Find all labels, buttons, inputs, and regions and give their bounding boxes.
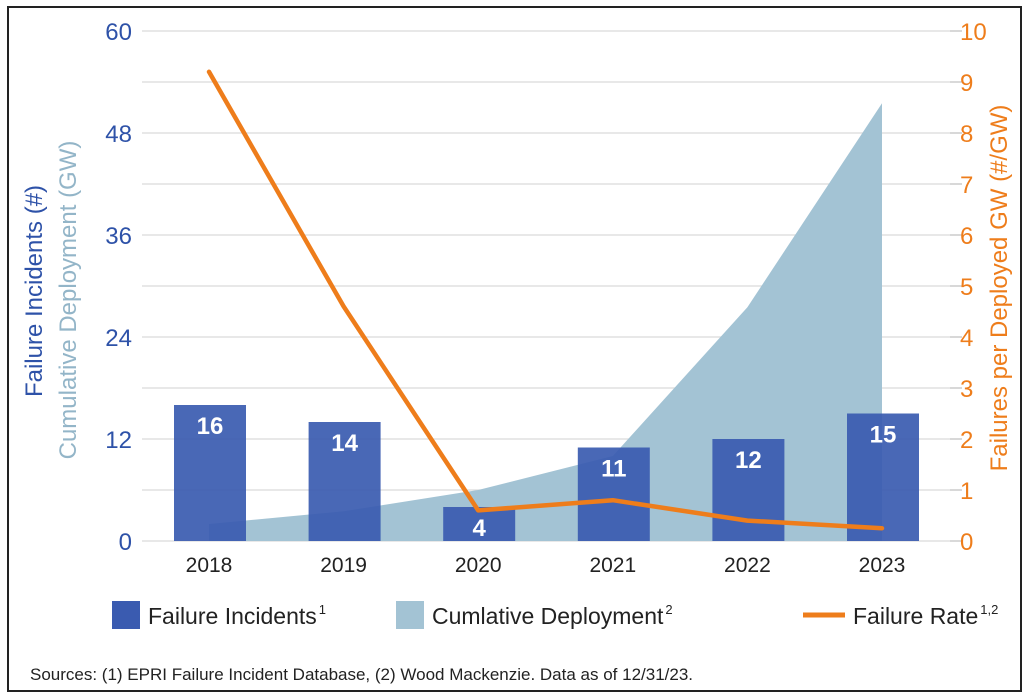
right-axis-label: Failures per Deployed GW (#/GW) [986, 105, 1013, 472]
failure-incidents-bar [577, 447, 650, 541]
legend-swatch-bar [112, 601, 140, 629]
bar-value-label: 14 [331, 430, 358, 457]
x-axis-tick-label: 2022 [724, 554, 771, 577]
left-axis-tick-label: 48 [105, 121, 132, 148]
left-axis-label-deployment: Cumulative Deployment (GW) [55, 141, 82, 460]
legend-label: Failure Incidents 1 [148, 602, 326, 629]
left-axis-ticks: 0 12 24 36 48 60 [105, 19, 132, 556]
bar-layer: 16 14 4 11 12 15 [174, 405, 919, 542]
right-axis-tick-label: 9 [960, 70, 973, 97]
right-axis-tick-label: 0 [960, 529, 973, 556]
right-axis-tick-label: 5 [960, 274, 973, 301]
left-axis-label-incidents: Failure Incidents (#) [21, 185, 48, 397]
right-axis-tick-label: 8 [960, 121, 973, 148]
source-note: Sources: (1) EPRI Failure Incident Datab… [30, 665, 693, 684]
bar-value-label: 11 [601, 456, 626, 483]
x-axis-tick-label: 2021 [589, 554, 636, 577]
bar-value-label: 16 [197, 413, 224, 440]
right-axis-tick-label: 2 [960, 427, 973, 454]
right-axis-tick-label: 3 [960, 376, 973, 403]
legend: Failure Incidents 1 Cumlative Deployment 2 F… [112, 601, 998, 629]
left-axis-tick-label: 24 [105, 325, 132, 352]
failure-rate-line-layer [206, 69, 885, 531]
x-axis-ticks: 2018 2019 2020 2021 2022 2023 [186, 554, 906, 577]
legend-swatch-area [396, 601, 424, 629]
deployment-area [209, 103, 882, 541]
x-axis-tick-label: 2019 [320, 554, 367, 577]
left-axis-tick-label: 12 [105, 427, 132, 454]
left-axis-tick-label: 60 [105, 19, 132, 46]
failure-rate-line [206, 69, 885, 531]
right-axis-tick-label: 6 [960, 223, 973, 250]
legend-label: Cumlative Deployment 2 [432, 602, 673, 629]
left-axis-tick-label: 36 [105, 223, 132, 250]
right-axis-tick-label: 4 [960, 325, 973, 352]
right-axis-tick-label: 7 [960, 172, 973, 199]
x-axis-tick-label: 2023 [859, 554, 906, 577]
right-axis-tick-label: 10 [960, 19, 987, 46]
right-axis-ticks: 0 1 2 3 4 5 6 7 8 9 10 [950, 19, 987, 556]
failure-incidents-bar [847, 413, 919, 541]
bar-value-label: 12 [735, 447, 762, 474]
bar-value-label: 15 [870, 422, 897, 449]
bar-value-label: 4 [473, 515, 487, 542]
failure-incidents-bar [308, 422, 381, 541]
deployment-area-layer [209, 103, 882, 541]
x-axis-tick-label: 2020 [455, 554, 502, 577]
x-axis-tick-label: 2018 [186, 554, 233, 577]
left-axis-tick-label: 0 [119, 529, 132, 556]
failure-incidents-bar [443, 507, 516, 541]
right-axis-tick-label: 1 [960, 478, 973, 505]
failure-incidents-bar [174, 405, 246, 541]
legend-label: Failure Rate 1,2 [853, 602, 998, 629]
